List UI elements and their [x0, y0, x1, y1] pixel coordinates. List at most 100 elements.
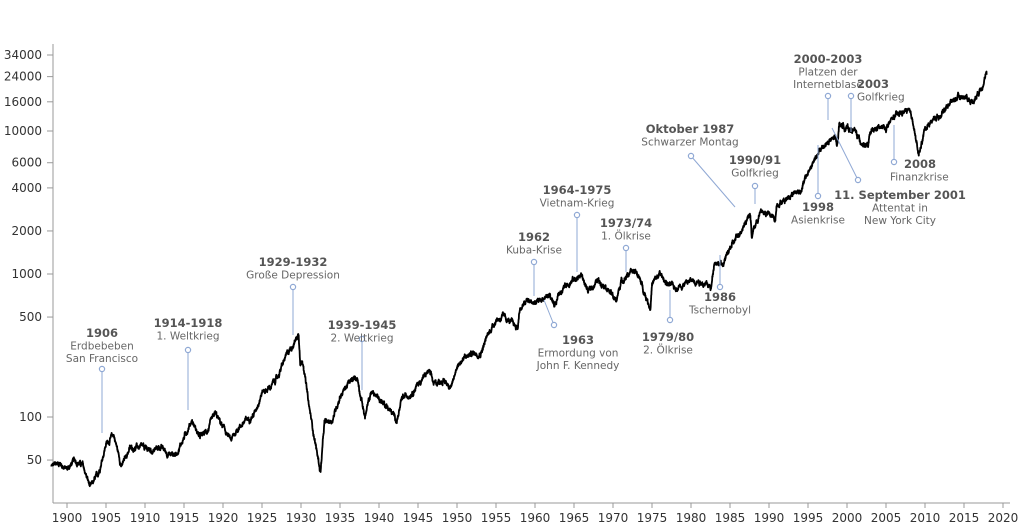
- annotation-text: Kuba-Krise: [506, 245, 562, 257]
- annotation-text: Internetblase: [793, 79, 863, 91]
- annotation-leader-line: [690, 155, 736, 208]
- annotation-text: Platzen der: [798, 67, 858, 79]
- annotation-marker-icon: [573, 211, 581, 219]
- x-tick-label: 1960: [520, 511, 551, 525]
- y-tick-label: 6000: [11, 156, 42, 170]
- y-tick-label: 1000: [11, 267, 42, 281]
- y-tick-label: 34000: [4, 48, 42, 62]
- annotation-text: New York City: [864, 215, 936, 227]
- annotation-text: 2. Ölkrise: [643, 344, 693, 357]
- dow-jones-line: [50, 70, 988, 488]
- annotation-title: 2000-2003: [794, 52, 863, 66]
- annotation-marker-icon: [98, 365, 106, 373]
- annotation-marker-icon: [289, 283, 297, 291]
- annotation-text: Erdbebeben: [70, 341, 133, 353]
- x-tick-label: 1990: [754, 511, 785, 525]
- annotation-leader-line: [543, 299, 555, 326]
- annotation-text: Schwarzer Montag: [641, 137, 738, 149]
- annotation-text: 1. Ölkrise: [601, 230, 651, 243]
- annotation-leader-line: [831, 127, 859, 181]
- annotation-text: Golfkrieg: [731, 168, 779, 180]
- annotation-marker-icon: [716, 283, 724, 291]
- annotation-text: Attentat in: [872, 203, 928, 215]
- x-tick-label: 1935: [325, 511, 356, 525]
- annotation-title: Oktober 1987: [646, 122, 735, 136]
- x-tick-label: 1915: [169, 511, 200, 525]
- annotation-title: 1973/74: [600, 216, 652, 230]
- y-tick-label: 4000: [11, 181, 42, 195]
- x-tick-label: 1900: [52, 511, 83, 525]
- annotation-marker-icon: [550, 321, 558, 329]
- annotation-title: 11. September 2001: [834, 188, 966, 202]
- annotation-title: 1964-1975: [543, 183, 612, 197]
- annotation-marker-icon: [890, 158, 898, 166]
- x-tick-label: 1920: [208, 511, 239, 525]
- annotation-text: 1. Weltkrieg: [156, 331, 219, 343]
- y-tick-label: 50: [27, 453, 42, 467]
- annotation-title: 1963: [562, 333, 594, 347]
- annotation-title: 1979/80: [642, 330, 694, 344]
- annotation-title: 1939-1945: [328, 318, 397, 332]
- annotation-marker-icon: [358, 335, 366, 343]
- annotation-text: Ermordung von: [538, 348, 619, 360]
- annotation-1979-80: 1979/802. Ölkrise: [642, 290, 694, 357]
- x-tick-label: 2015: [949, 511, 980, 525]
- x-tick-label: 2000: [832, 511, 863, 525]
- x-tick-label: 1905: [91, 511, 122, 525]
- x-tick-label: 1955: [481, 511, 512, 525]
- y-tick-label: 10000: [4, 124, 42, 138]
- x-tick-label: 2005: [871, 511, 902, 525]
- annotation-title: 1906: [86, 326, 118, 340]
- annotation-marker-icon: [622, 244, 630, 252]
- annotation-text: San Francisco: [66, 353, 138, 365]
- annotation-title: 1998: [802, 200, 834, 214]
- annotation-text: 2. Weltkrieg: [330, 333, 393, 345]
- x-tick-label: 1910: [130, 511, 161, 525]
- annotation-text: Asienkrise: [791, 215, 845, 227]
- annotation-text: Tschernobyl: [688, 305, 751, 317]
- y-tick-label: 24000: [4, 70, 42, 84]
- annotation-title: 1929-1932: [259, 255, 328, 269]
- annotation-marker-icon: [814, 192, 822, 200]
- annotation-marker-icon: [854, 176, 862, 184]
- x-tick-label: 1940: [364, 511, 395, 525]
- y-tick-label: 100: [19, 410, 42, 424]
- x-tick-label: 1975: [637, 511, 668, 525]
- annotation-text: Große Depression: [246, 270, 340, 282]
- y-tick-label: 2000: [11, 224, 42, 238]
- x-tick-label: 2020: [988, 511, 1019, 525]
- x-tick-label: 1930: [286, 511, 317, 525]
- annotation-text: John F. Kennedy: [536, 360, 620, 372]
- annotation-title: 2008: [904, 157, 936, 171]
- annotation-marker-icon: [824, 92, 832, 100]
- annotation-title: 1914-1918: [154, 316, 223, 330]
- annotation-title: 1962: [518, 230, 550, 244]
- annotation-title: 1986: [704, 290, 736, 304]
- annotation-marker-icon: [687, 152, 695, 160]
- annotation-marker-icon: [847, 92, 855, 100]
- annotation-marker-icon: [751, 182, 759, 190]
- x-tick-label: 1965: [559, 511, 590, 525]
- annotation-1973-74: 1973/741. Ölkrise: [600, 216, 652, 272]
- x-tick-label: 2010: [910, 511, 941, 525]
- y-tick-label: 500: [19, 310, 42, 324]
- x-tick-label: 1950: [442, 511, 473, 525]
- annotation-marker-icon: [666, 316, 674, 324]
- x-tick-label: 1970: [598, 511, 629, 525]
- y-tick-label: 16000: [4, 95, 42, 109]
- x-tick-label: 1995: [793, 511, 824, 525]
